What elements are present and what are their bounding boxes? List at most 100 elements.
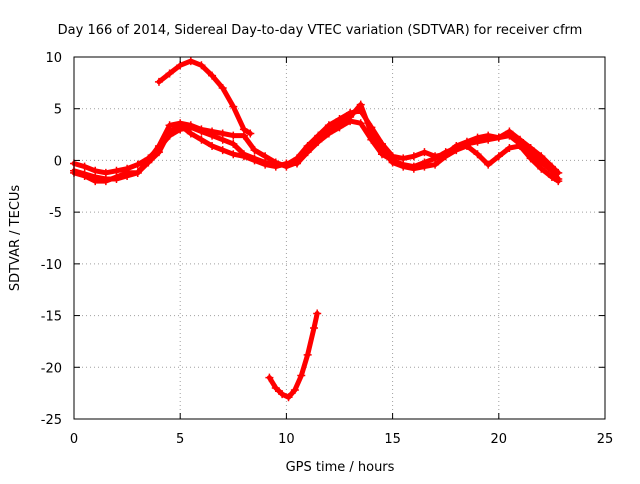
- data-point: [229, 102, 238, 111]
- grid-layer: [74, 57, 605, 419]
- data-point: [431, 160, 440, 169]
- data-point: [473, 133, 482, 142]
- data-point: [335, 119, 344, 128]
- data-point: [547, 172, 556, 181]
- data-point: [186, 121, 195, 130]
- data-point: [133, 160, 142, 169]
- y-tick-label: -25: [41, 413, 62, 428]
- data-layer: [70, 57, 563, 402]
- data-point: [239, 150, 248, 159]
- data-point: [154, 77, 163, 86]
- data-point: [441, 152, 450, 161]
- y-tick-label: 10: [45, 51, 62, 66]
- data-point: [303, 350, 312, 359]
- data-point: [208, 71, 217, 80]
- data-point: [284, 393, 293, 402]
- data-point: [420, 162, 429, 171]
- x-tick-label: 20: [491, 432, 508, 447]
- data-point: [526, 144, 535, 153]
- data-point: [80, 162, 89, 171]
- data-point: [356, 119, 365, 128]
- y-axis-label: SDTVAR / TECUs: [8, 185, 23, 292]
- data-point: [112, 175, 121, 184]
- data-point: [165, 121, 174, 130]
- data-point: [133, 168, 142, 177]
- x-tick-label: 5: [176, 432, 184, 447]
- data-point: [229, 131, 238, 140]
- data-point: [265, 373, 274, 382]
- data-point: [91, 172, 100, 181]
- data-point: [399, 162, 408, 171]
- data-point: [484, 131, 493, 140]
- data-point: [505, 144, 514, 153]
- data-point: [554, 177, 563, 186]
- data-point: [303, 146, 312, 155]
- data-point: [250, 146, 259, 155]
- y-tick-label: -15: [41, 310, 62, 325]
- series-track-e: [265, 309, 322, 402]
- x-tick-label: 15: [384, 432, 401, 447]
- data-point: [165, 69, 174, 78]
- data-point: [261, 152, 270, 161]
- x-tick-label: 25: [597, 432, 614, 447]
- data-point: [282, 162, 291, 171]
- data-point: [313, 309, 322, 318]
- data-point: [526, 154, 535, 163]
- data-point: [346, 112, 355, 121]
- data-point: [388, 158, 397, 167]
- data-point: [112, 166, 121, 175]
- data-point: [208, 141, 217, 150]
- x-tick-label: 10: [278, 432, 295, 447]
- data-point: [409, 164, 418, 173]
- data-point: [293, 158, 302, 167]
- data-point: [197, 135, 206, 144]
- y-tick-label: 0: [54, 154, 62, 169]
- data-point: [229, 139, 238, 148]
- data-point: [80, 169, 89, 178]
- data-point: [554, 168, 563, 177]
- data-point: [101, 175, 110, 184]
- data-point: [431, 152, 440, 161]
- data-point: [144, 156, 153, 165]
- data-point: [218, 129, 227, 138]
- data-point: [462, 141, 471, 150]
- data-point: [297, 371, 306, 380]
- data-point: [123, 164, 132, 173]
- data-point: [197, 125, 206, 134]
- data-point: [399, 154, 408, 163]
- chart-title: Day 166 of 2014, Sidereal Day-to-day VTE…: [58, 23, 583, 38]
- data-point: [290, 386, 299, 395]
- x-axis-label: GPS time / hours: [286, 460, 395, 475]
- data-point: [494, 133, 503, 142]
- data-point: [197, 61, 206, 70]
- data-point: [473, 150, 482, 159]
- data-point: [547, 162, 556, 171]
- data-point: [324, 127, 333, 136]
- data-point: [516, 141, 525, 150]
- series-track-d: [154, 57, 255, 138]
- data-point: [452, 146, 461, 155]
- data-point: [356, 100, 365, 109]
- data-point: [278, 390, 287, 399]
- data-point: [409, 152, 418, 161]
- y-tick-label: 5: [54, 103, 62, 118]
- data-point: [186, 57, 195, 66]
- data-point: [271, 158, 280, 167]
- data-point: [208, 127, 217, 136]
- data-point: [537, 152, 546, 161]
- data-point: [154, 141, 163, 150]
- data-point: [218, 84, 227, 93]
- series-trace: [156, 58, 253, 136]
- data-point: [420, 148, 429, 157]
- data-point: [271, 383, 280, 392]
- data-point: [494, 152, 503, 161]
- data-point: [377, 146, 386, 155]
- data-point: [123, 171, 132, 180]
- plot-frame: [73, 56, 606, 420]
- y-tick-label: -5: [49, 206, 62, 221]
- data-point: [239, 125, 248, 134]
- data-point: [537, 164, 546, 173]
